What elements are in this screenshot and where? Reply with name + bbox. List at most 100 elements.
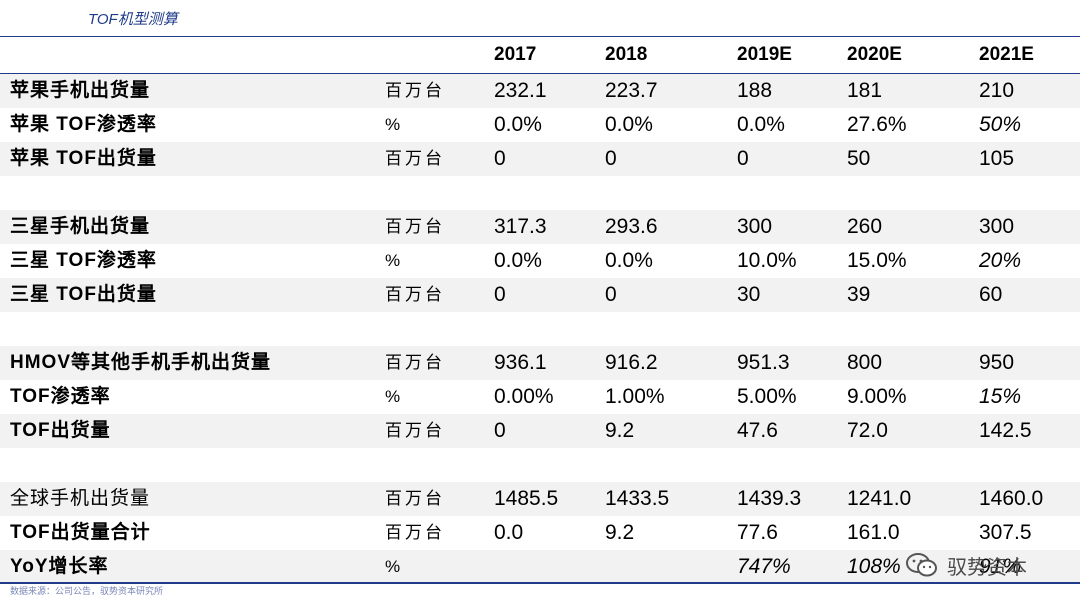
cell-2020e: 72.0 bbox=[847, 419, 888, 442]
cell-2021e: 300 bbox=[979, 215, 1015, 238]
cell-2018: 1.00% bbox=[605, 385, 665, 408]
cell-2017: 1485.5 bbox=[494, 487, 559, 510]
cell-2020e: 161.0 bbox=[847, 521, 900, 544]
cell-2017: 0.0% bbox=[494, 249, 542, 272]
wechat-logo-icon bbox=[906, 553, 937, 577]
source-note: 数据来源：公司公告，驭势资本研究所 bbox=[10, 586, 164, 596]
header-2019e: 2019E bbox=[737, 44, 792, 65]
table-row: 苹果 TOF出货量 百万台 0 0 0 50 105 bbox=[0, 142, 1080, 176]
cell-2019e: 0.0% bbox=[737, 113, 785, 136]
cell-2020e: 9.00% bbox=[847, 385, 907, 408]
row-unit: 百万台 bbox=[385, 421, 445, 440]
cell-2018: 0.0% bbox=[605, 249, 653, 272]
cell-2019e: 188 bbox=[737, 79, 773, 102]
cell-2019e: 77.6 bbox=[737, 521, 778, 544]
table-row: 苹果手机出货量 百万台 232.1 223.7 188 181 210 bbox=[0, 74, 1080, 108]
cell-2017: 0.0 bbox=[494, 521, 524, 544]
row-unit: 百万台 bbox=[385, 489, 445, 508]
table-row: TOF渗透率 % 0.00% 1.00% 5.00% 9.00% 15% bbox=[0, 380, 1080, 414]
cell-2018: 0 bbox=[605, 283, 617, 306]
cell-2021e: 105 bbox=[979, 147, 1015, 170]
header-2018: 2018 bbox=[605, 44, 648, 65]
cell-2018: 1433.5 bbox=[605, 487, 670, 510]
cell-2019e: 10.0% bbox=[737, 249, 797, 272]
cell-2021e: 307.5 bbox=[979, 521, 1032, 544]
cell-2019e: 47.6 bbox=[737, 419, 778, 442]
cell-2018: 9.2 bbox=[605, 521, 635, 544]
cell-2021e: 1460.0 bbox=[979, 487, 1044, 510]
cell-2019e: 951.3 bbox=[737, 351, 790, 374]
row-unit: 百万台 bbox=[385, 217, 445, 236]
cell-2021e: 210 bbox=[979, 79, 1015, 102]
header-2020e: 2020E bbox=[847, 44, 902, 65]
table-row: 全球手机出货量 百万台 1485.5 1433.5 1439.3 1241.0 … bbox=[0, 482, 1080, 516]
row-unit: 百万台 bbox=[385, 523, 445, 542]
row-label: TOF出货量 bbox=[10, 420, 111, 441]
table-row: 苹果 TOF渗透率 % 0.0% 0.0% 0.0% 27.6% 50% bbox=[0, 108, 1080, 142]
spacer-row bbox=[0, 448, 1080, 482]
cell-2019e: 0 bbox=[737, 147, 749, 170]
cell-2021e: 142.5 bbox=[979, 419, 1032, 442]
cell-2018: 0 bbox=[605, 147, 617, 170]
table-row: HMOV等其他手机手机出货量 百万台 936.1 916.2 951.3 800… bbox=[0, 346, 1080, 380]
row-label: 苹果 TOF出货量 bbox=[10, 148, 157, 169]
cell-2017: 0.00% bbox=[494, 385, 554, 408]
cell-2020e: 15.0% bbox=[847, 249, 907, 272]
cell-2020e: 39 bbox=[847, 283, 871, 306]
row-unit: % bbox=[385, 557, 404, 576]
spacer-row bbox=[0, 176, 1080, 210]
row-label: YoY增长率 bbox=[10, 556, 109, 577]
row-label: 苹果 TOF渗透率 bbox=[10, 114, 157, 135]
cell-2017: 0 bbox=[494, 419, 506, 442]
table-caption: TOF机型测算 bbox=[88, 11, 178, 28]
cell-2018: 9.2 bbox=[605, 419, 635, 442]
cell-2017: 0 bbox=[494, 147, 506, 170]
cell-2020e: 27.6% bbox=[847, 113, 907, 136]
cell-2018: 293.6 bbox=[605, 215, 658, 238]
cell-2017: 0.0% bbox=[494, 113, 542, 136]
cell-2021e: 950 bbox=[979, 351, 1015, 374]
cell-2021e: 50% bbox=[979, 113, 1022, 136]
row-label: HMOV等其他手机手机出货量 bbox=[10, 352, 272, 373]
cell-2021e: 91% bbox=[979, 555, 1022, 578]
spacer-row bbox=[0, 312, 1080, 346]
bottom-rule bbox=[0, 582, 1080, 584]
row-label: 三星 TOF渗透率 bbox=[10, 250, 157, 271]
table-row: 三星 TOF渗透率 % 0.0% 0.0% 10.0% 15.0% 20% bbox=[0, 244, 1080, 278]
cell-2019e: 30 bbox=[737, 283, 761, 306]
cell-2020e: 108% bbox=[847, 555, 901, 578]
cell-2018: 0.0% bbox=[605, 113, 653, 136]
row-label: TOF出货量合计 bbox=[10, 522, 151, 543]
row-unit: % bbox=[385, 115, 404, 134]
cell-2019e: 747% bbox=[737, 555, 791, 578]
table-row: 三星手机出货量 百万台 317.3 293.6 300 260 300 bbox=[0, 210, 1080, 244]
cell-2017: 232.1 bbox=[494, 79, 547, 102]
row-label: TOF渗透率 bbox=[10, 386, 111, 407]
row-label: 三星手机出货量 bbox=[10, 216, 151, 237]
row-label: 全球手机出货量 bbox=[10, 488, 151, 509]
cell-2019e: 1439.3 bbox=[737, 487, 802, 510]
cell-2019e: 5.00% bbox=[737, 385, 797, 408]
row-unit: 百万台 bbox=[385, 81, 445, 100]
row-label: 三星 TOF出货量 bbox=[10, 284, 157, 305]
watermark-text: 驭势资本 bbox=[947, 556, 1027, 579]
table-row: 三星 TOF出货量 百万台 0 0 30 39 60 bbox=[0, 278, 1080, 312]
cell-2021e: 60 bbox=[979, 283, 1003, 306]
cell-2017: 0 bbox=[494, 283, 506, 306]
cell-2017: 936.1 bbox=[494, 351, 547, 374]
cell-2017: 317.3 bbox=[494, 215, 547, 238]
row-label: 苹果手机出货量 bbox=[10, 80, 151, 101]
cell-2020e: 181 bbox=[847, 79, 883, 102]
row-unit: 百万台 bbox=[385, 149, 445, 168]
row-unit: % bbox=[385, 387, 404, 406]
watermark: 驭势资本 bbox=[905, 548, 1027, 582]
cell-2020e: 1241.0 bbox=[847, 487, 912, 510]
row-unit: 百万台 bbox=[385, 285, 445, 304]
header-2017: 2017 bbox=[494, 44, 537, 65]
cell-2018: 223.7 bbox=[605, 79, 658, 102]
top-rule bbox=[0, 36, 1080, 37]
cell-2020e: 800 bbox=[847, 351, 883, 374]
cell-2021e: 15% bbox=[979, 385, 1022, 408]
table-row: TOF出货量合计 百万台 0.0 9.2 77.6 161.0 307.5 bbox=[0, 516, 1080, 550]
cell-2019e: 300 bbox=[737, 215, 773, 238]
